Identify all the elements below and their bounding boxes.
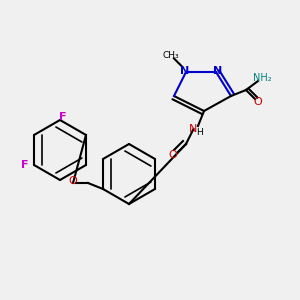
Text: H: H	[196, 128, 203, 136]
Text: N: N	[180, 65, 189, 76]
Text: F: F	[21, 160, 29, 170]
Text: CH₃: CH₃	[163, 51, 179, 60]
Text: N: N	[213, 65, 222, 76]
Text: F: F	[59, 112, 67, 122]
Text: N: N	[189, 124, 198, 134]
Text: O: O	[69, 176, 77, 187]
Text: O: O	[254, 97, 262, 107]
Text: O: O	[168, 149, 177, 160]
Text: NH₂: NH₂	[253, 73, 272, 83]
